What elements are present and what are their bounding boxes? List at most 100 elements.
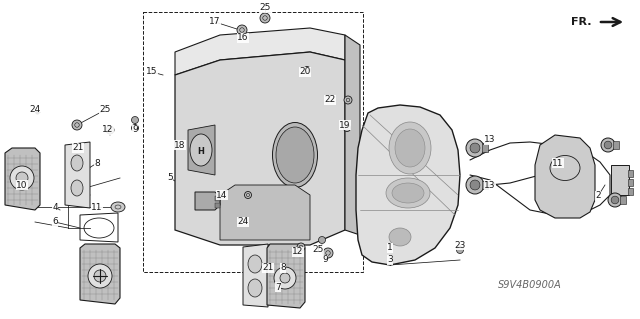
Polygon shape [80,244,120,304]
Circle shape [611,196,619,204]
Circle shape [470,180,480,190]
Ellipse shape [248,255,262,273]
Bar [620,196,626,204]
Circle shape [244,191,252,198]
Ellipse shape [273,122,317,188]
Text: 21: 21 [262,263,274,272]
Text: 21: 21 [72,144,84,152]
Circle shape [601,138,615,152]
Text: 18: 18 [174,140,186,150]
Circle shape [88,264,112,288]
Circle shape [319,236,326,243]
Ellipse shape [389,228,411,246]
Circle shape [297,243,305,251]
Circle shape [604,141,612,149]
Text: 24: 24 [29,106,40,115]
Text: 25: 25 [312,246,324,255]
Text: 14: 14 [216,190,228,199]
Text: 9: 9 [322,256,328,264]
Polygon shape [267,244,305,308]
Text: 3: 3 [387,256,393,264]
Circle shape [344,96,352,104]
Circle shape [16,172,28,184]
Text: 13: 13 [484,136,496,145]
Ellipse shape [395,129,425,167]
Bar [215,196,220,201]
Text: 10: 10 [16,181,28,189]
Text: S9V4B0900A: S9V4B0900A [498,280,562,290]
Circle shape [106,126,114,134]
Circle shape [466,139,484,157]
Text: 25: 25 [259,4,271,12]
Circle shape [237,25,247,35]
Text: 17: 17 [209,18,221,26]
Bar [628,170,633,177]
Text: 19: 19 [339,121,351,130]
Text: 1: 1 [387,243,393,253]
Text: 12: 12 [102,125,114,135]
Text: 11: 11 [92,203,103,211]
Circle shape [274,267,296,289]
Ellipse shape [386,178,430,208]
Bar [482,144,488,152]
Polygon shape [195,192,220,210]
Text: 25: 25 [99,106,111,115]
Polygon shape [65,142,90,208]
Circle shape [94,270,106,282]
Ellipse shape [392,183,424,203]
Circle shape [323,248,333,258]
Circle shape [466,176,484,194]
Bar [482,181,488,189]
Circle shape [72,120,82,130]
Text: 24: 24 [237,218,248,226]
Polygon shape [243,244,268,307]
Ellipse shape [276,127,314,183]
Bar [613,141,619,149]
Ellipse shape [71,155,83,171]
Bar [628,188,633,195]
Text: 2: 2 [595,191,601,201]
Text: 12: 12 [292,248,304,256]
Circle shape [344,124,351,131]
Polygon shape [220,185,310,240]
Ellipse shape [389,122,431,174]
Polygon shape [175,52,345,245]
Text: 7: 7 [275,283,281,292]
Ellipse shape [248,279,262,297]
Bar [215,203,220,208]
Polygon shape [535,135,595,218]
Ellipse shape [190,134,212,166]
Text: 15: 15 [147,68,157,77]
Polygon shape [345,35,360,235]
Bar [143,12,363,272]
Text: 23: 23 [454,241,466,249]
Ellipse shape [71,180,83,196]
Circle shape [131,116,138,123]
Text: 20: 20 [300,68,310,77]
Polygon shape [356,105,460,265]
Circle shape [608,193,622,207]
Text: FR.: FR. [572,17,592,27]
Text: H: H [198,147,204,157]
Text: 16: 16 [237,33,249,42]
Circle shape [10,166,34,190]
Text: 8: 8 [94,159,100,167]
Circle shape [280,273,290,283]
Circle shape [470,143,480,153]
Text: 13: 13 [484,181,496,189]
Circle shape [303,66,310,73]
Ellipse shape [111,202,125,212]
Text: 6: 6 [52,218,58,226]
Polygon shape [5,148,40,210]
Circle shape [260,13,270,23]
Text: 9: 9 [132,125,138,135]
Text: 8: 8 [280,263,286,272]
Bar [628,179,633,186]
Text: 5: 5 [167,174,173,182]
Bar [611,165,629,195]
Polygon shape [188,125,215,175]
Text: 11: 11 [552,159,564,167]
Text: 22: 22 [324,95,335,105]
Polygon shape [175,28,345,75]
Circle shape [456,247,463,254]
